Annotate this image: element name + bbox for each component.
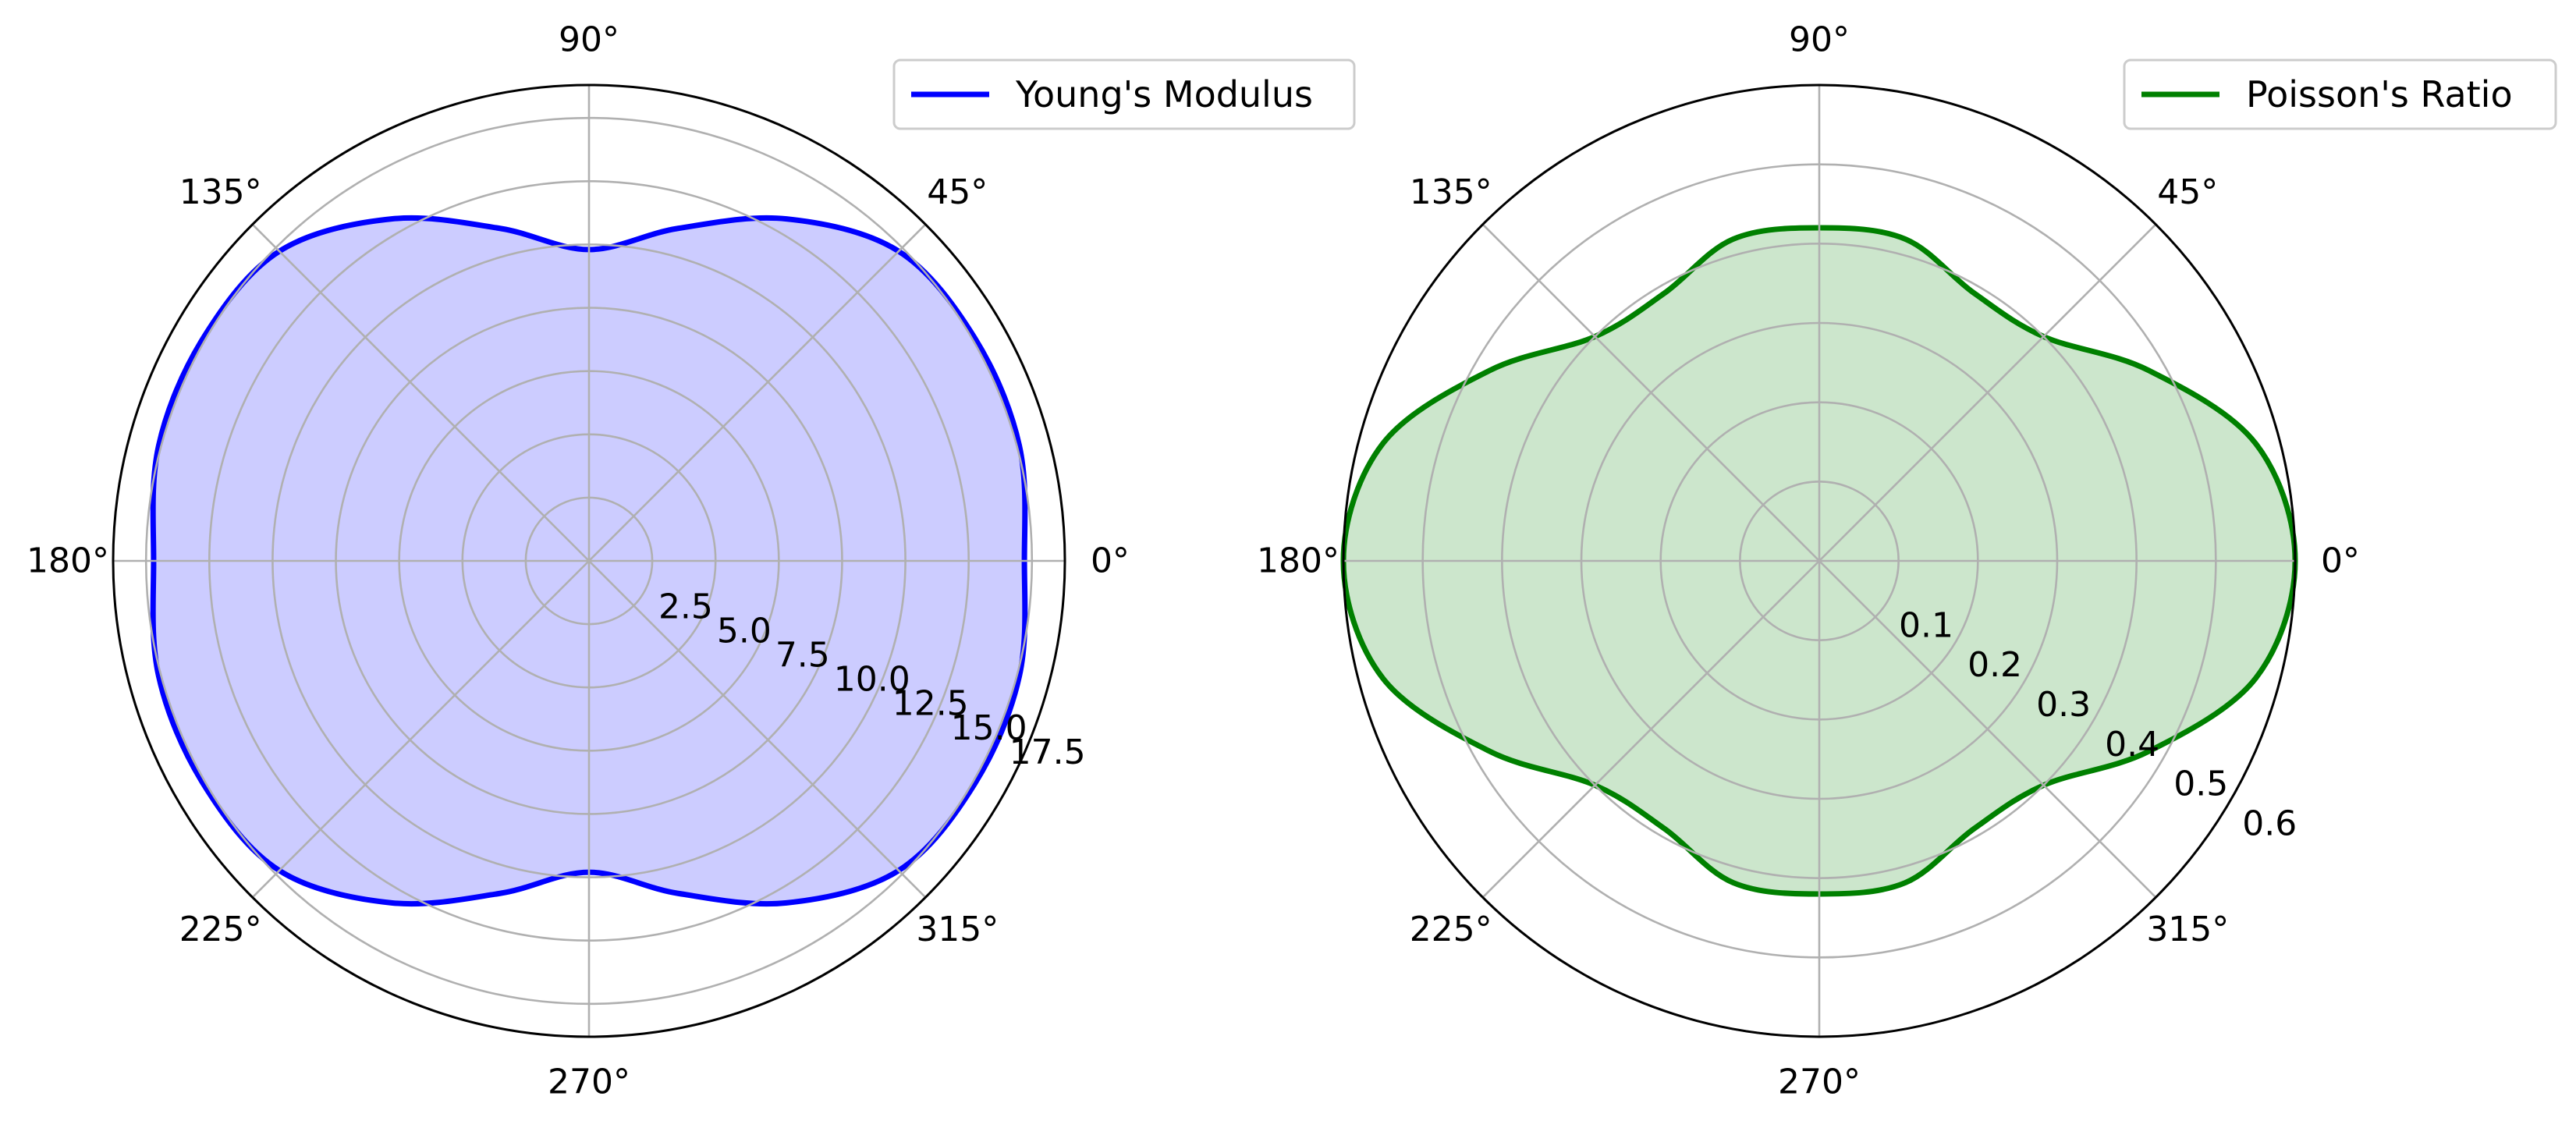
polar-frame (112, 83, 1066, 1038)
legend-frame (892, 59, 1356, 130)
grid-spoke (1481, 560, 1820, 899)
youngs-modulus-polar-chart: 0° 45° 90° 135° 180° 225° 270° 315° 2.55.07.510.… (27, 20, 1356, 1101)
grid-spoke (1481, 223, 1820, 562)
grid-spoke (251, 223, 590, 562)
poissons-ratio-polar-chart: 0° 45° 90° 135° 180° 225° 270° 315° 0.1 0.2 0.3 0.4… (1257, 20, 2557, 1101)
legend-label: Poisson's Ratio (2246, 73, 2513, 115)
radial-grid (1342, 83, 2297, 1038)
angle-tick-label: 0° (2321, 541, 2360, 581)
angle-tick-label: 135° (1410, 172, 1492, 212)
radial-grid (113, 85, 1065, 1037)
radial-tick-label: 10.0 (834, 660, 910, 700)
angle-tick-label: 45° (927, 172, 988, 212)
angle-tick-label: 315° (2146, 910, 2229, 949)
radial-tick-label: 0.2 (1967, 645, 2022, 685)
legend-frame (2123, 59, 2557, 130)
angle-tick-label: 315° (916, 910, 999, 949)
angle-tick-label: 90° (559, 20, 619, 60)
angle-tick-label: 225° (179, 910, 262, 949)
polar-frame (1342, 83, 2297, 1038)
radial-tick-label: 2.5 (658, 587, 713, 627)
grid-spoke (1818, 223, 2157, 562)
angle-tick-label: 180° (1257, 541, 1339, 581)
angle-tick-label: 45° (2157, 172, 2218, 212)
legend-label: Young's Modulus (1015, 73, 1313, 115)
radial-tick-label: 7.5 (775, 636, 830, 676)
radial-tick-label: 12.5 (892, 684, 969, 724)
legend: Poisson's Ratio (2123, 59, 2557, 130)
radial-tick-label: 17.5 (1009, 733, 1086, 772)
grid-spoke (588, 223, 927, 562)
legend: Young's Modulus (892, 59, 1356, 130)
radial-tick-label: 0.5 (2173, 764, 2228, 804)
grid-spoke (1818, 560, 2157, 899)
angle-tick-label: 270° (1778, 1062, 1861, 1101)
radial-tick-label: 5.0 (717, 612, 772, 651)
angle-tick-label: 225° (1410, 910, 1492, 949)
grid-spoke (251, 560, 590, 899)
radial-tick-label: 0.1 (1899, 605, 1953, 645)
radial-tick-label: 15.0 (951, 708, 1027, 748)
radial-tick-label: 0.4 (2105, 725, 2159, 764)
grid-spoke (588, 560, 927, 899)
radial-tick-label: 0.6 (2242, 804, 2297, 844)
angle-tick-label: 270° (548, 1062, 630, 1101)
radial-tick-label: 0.3 (2036, 685, 2091, 725)
angle-tick-label: 90° (1789, 20, 1850, 60)
angle-tick-label: 135° (179, 172, 262, 212)
angle-tick-label: 0° (1091, 541, 1130, 581)
angle-tick-label: 180° (27, 541, 109, 581)
